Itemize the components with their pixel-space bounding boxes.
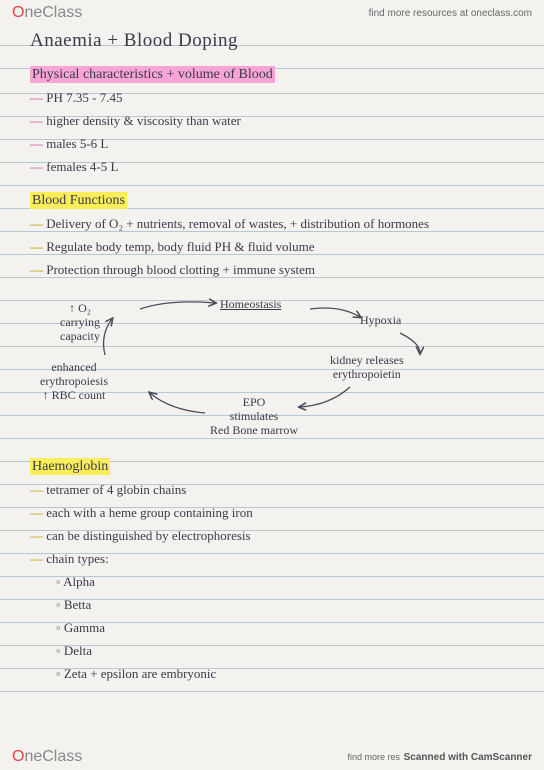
phys-text: males 5-6 L [46,136,108,151]
phys-item: females 4-5 L [30,155,524,178]
func-heading: Blood Functions [30,192,127,209]
haem-text: each with a heme group containing iron [46,505,253,520]
section-haem: Haemoglobin [30,454,524,478]
func-text: Protection through blood clotting + immu… [46,262,315,277]
sub-text: Zeta + epsilon are embryonic [64,666,216,681]
haem-item: chain types: [30,547,524,570]
phys-heading: Physical characteristics + volume of Blo… [30,66,275,83]
phys-item: PH 7.35 - 7.45 [30,86,524,109]
phys-item: higher density & viscosity than water [30,109,524,132]
haem-sub: Alpha [30,570,524,593]
haem-sub: Zeta + epsilon are embryonic [30,662,524,685]
haem-item: each with a heme group containing iron [30,501,524,524]
logo-mid: ne [24,748,42,765]
section-func: Blood Functions [30,188,524,212]
logo-o: O [12,748,24,765]
logo-suffix: Class [42,748,82,765]
func-text: Regulate body temp, body fluid PH & flui… [46,239,314,254]
oneclass-logo-footer: OneClass [12,748,82,766]
logo-o: O [12,4,24,21]
sub-text: Gamma [64,620,105,635]
phys-text: PH 7.35 - 7.45 [46,90,122,105]
homeostasis-diagram: Homeostasis ↑ O₂ carrying capacity Hypox… [50,295,524,450]
cycle-arrows-icon [50,295,490,445]
oneclass-logo: OneClass [12,4,82,22]
func-item: Protection through blood clotting + immu… [30,258,524,281]
haem-sub: Gamma [30,616,524,639]
haem-text: chain types: [46,551,108,566]
resource-link: find more resources at oneclass.com [369,8,532,19]
logo-suffix: Class [42,4,82,21]
camscanner-watermark: Scanned with CamScanner [404,752,532,763]
logo-mid: ne [24,4,42,21]
haem-text: tetramer of 4 globin chains [46,482,186,497]
section-phys: Physical characteristics + volume of Blo… [30,62,524,86]
haem-text: can be distinguished by electrophoresis [46,528,250,543]
func-item: Delivery of O₂ + nutrients, removal of w… [30,212,524,235]
sub-text: Delta [64,643,92,658]
footer-right: find more res Scanned with CamScanner [347,748,532,766]
haem-heading: Haemoglobin [30,458,110,475]
haem-item: can be distinguished by electrophoresis [30,524,524,547]
top-header: OneClass find more resources at oneclass… [0,0,544,26]
phys-text: higher density & viscosity than water [46,113,241,128]
sub-text: Alpha [63,574,95,589]
haem-sub: Betta [30,593,524,616]
sub-text: Betta [64,597,91,612]
phys-text: females 4-5 L [46,159,118,174]
func-text: Delivery of O₂ + nutrients, removal of w… [46,216,429,231]
resource-link-footer: find more res [347,752,400,762]
haem-item: tetramer of 4 globin chains [30,478,524,501]
page-title: Anaemia + Blood Doping [30,26,524,62]
note-paper: Anaemia + Blood Doping Physical characte… [0,26,544,695]
func-item: Regulate body temp, body fluid PH & flui… [30,235,524,258]
haem-sub: Delta [30,639,524,662]
phys-item: males 5-6 L [30,132,524,155]
bottom-footer: OneClass find more res Scanned with CamS… [0,748,544,766]
